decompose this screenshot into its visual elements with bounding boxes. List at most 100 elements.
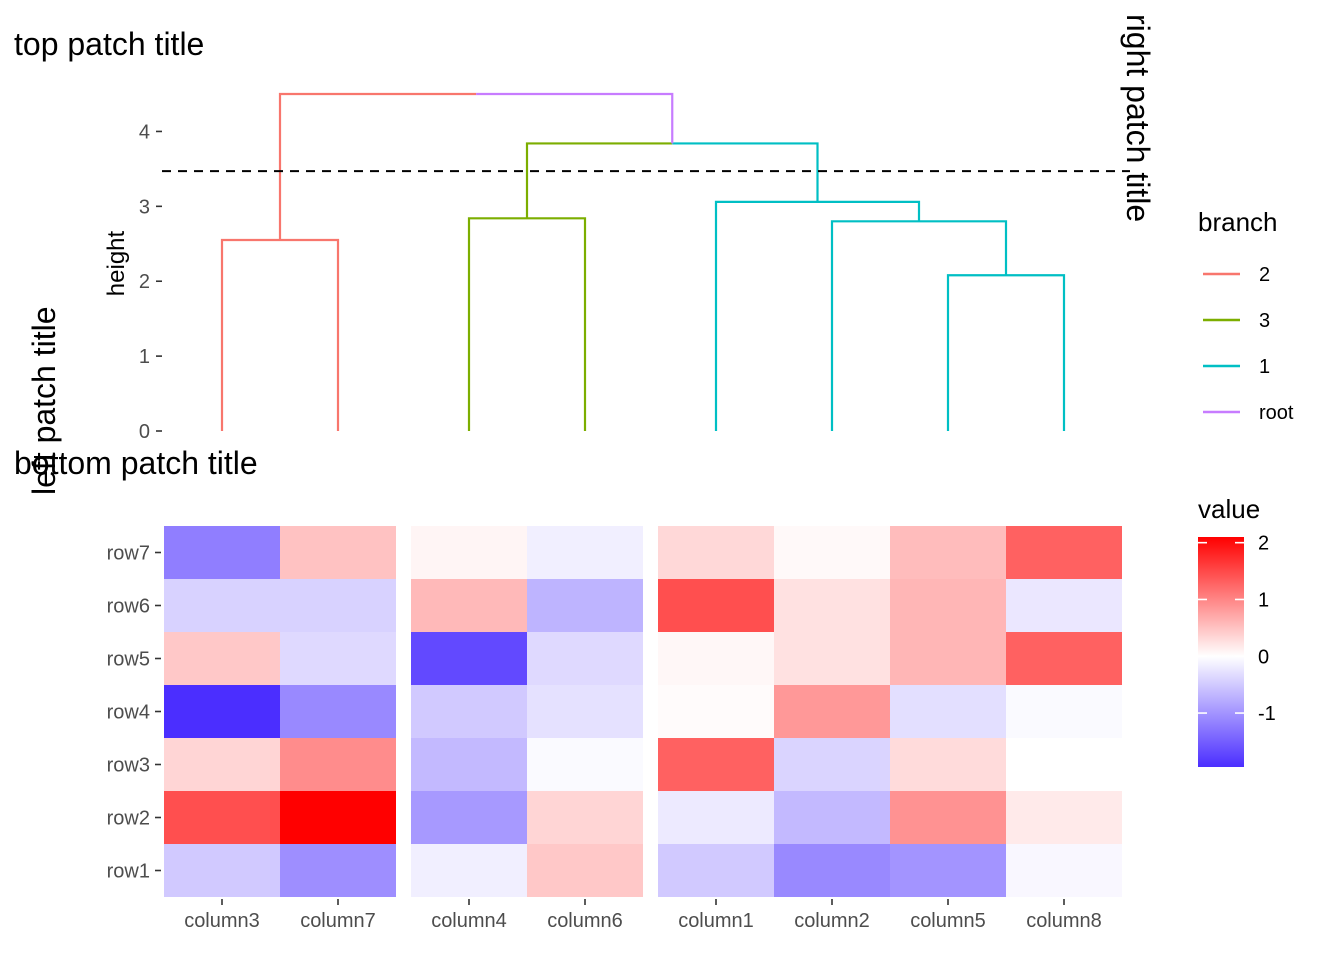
heatmap-cell-row3-column4 (411, 738, 527, 791)
heatmap-cell-row4-column1 (658, 685, 774, 738)
heatmap-cell-row4-column5 (890, 685, 1006, 738)
heatmap-cell-row2-column3 (164, 791, 280, 844)
heatmap-cell-row6-column4 (411, 579, 527, 632)
colorbar-tick-label: 1 (1258, 589, 1269, 611)
legends: branch 2 3 1 root value 2 1 0 -1 (1198, 207, 1294, 767)
heatmap-cell-row4-column2 (774, 685, 890, 738)
heatmap-cell-row7-column2 (774, 526, 890, 579)
row-label: row5 (107, 649, 150, 671)
heatmap-cell-row6-column2 (774, 579, 890, 632)
heatmap-cell-row5-column2 (774, 632, 890, 685)
heatmap-cell-row2-column5 (890, 791, 1006, 844)
right-patch-title: right patch title (1120, 14, 1156, 222)
heatmap-cell-row5-column5 (890, 632, 1006, 685)
heatmap-cell-row6-column1 (658, 579, 774, 632)
heatmap-cell-row3-column1 (658, 738, 774, 791)
dendro-branch-column5 (946, 274, 1006, 431)
row-label: row4 (107, 702, 150, 724)
dendrogram-panel: 0 1 2 3 4 height (103, 92, 1130, 443)
dendro-branch-n5 (672, 142, 819, 202)
heatmap-cell-row7-column7 (280, 526, 396, 579)
heatmap-cell-row2-column2 (774, 791, 890, 844)
row-label: row6 (107, 596, 150, 618)
heatmap-cell-row5-column4 (411, 632, 527, 685)
heatmap-cell-row1-column3 (164, 844, 280, 897)
heatmap-cell-row2-column6 (527, 791, 643, 844)
top-patch-title: top patch title (14, 26, 204, 62)
column-label: column3 (184, 910, 260, 932)
heatmap-cell-row5-column3 (164, 632, 280, 685)
dendro-branch-n1 (919, 220, 1008, 276)
heatmap-cell-row7-column3 (164, 526, 280, 579)
y-tick-label: 4 (139, 121, 150, 143)
heatmap-cell-row1-column7 (280, 844, 396, 897)
heatmap-cell-row7-column5 (890, 526, 1006, 579)
column-label: column2 (794, 910, 870, 932)
dendro-branch-column4 (467, 217, 527, 431)
value-colorbar (1198, 537, 1244, 767)
heatmap-cell-row3-column8 (1006, 738, 1122, 791)
branch-legend-label: 1 (1259, 356, 1270, 378)
heatmap-cell-row1-column5 (890, 844, 1006, 897)
heatmap-cell-row6-column3 (164, 579, 280, 632)
y-tick-label: 3 (139, 196, 150, 218)
heatmap-cell-row1-column2 (774, 844, 890, 897)
row-label: row7 (107, 543, 150, 565)
column-label: column6 (547, 910, 623, 932)
dendro-branch-n3 (817, 200, 921, 222)
branch-legend-label: 3 (1259, 310, 1270, 332)
y-tick-label: 1 (139, 346, 150, 368)
heatmap-cell-row6-column6 (527, 579, 643, 632)
value-legend-title: value (1198, 494, 1260, 524)
heatmap-cell-row2-column1 (658, 791, 774, 844)
row-label: row3 (107, 755, 150, 777)
heatmap-cell-row1-column8 (1006, 844, 1122, 897)
column-label: column4 (431, 910, 507, 932)
heatmap-cell-row7-column4 (411, 526, 527, 579)
y-tick-label: 0 (139, 421, 150, 443)
heatmap-cell-row5-column6 (527, 632, 643, 685)
heatmap-cell-row4-column7 (280, 685, 396, 738)
bottom-patch-title: bottom patch title (14, 445, 258, 481)
column-label: column8 (1026, 910, 1102, 932)
column-label: column5 (910, 910, 986, 932)
heatmap-cell-row5-column8 (1006, 632, 1122, 685)
heatmap-cell-row3-column3 (164, 738, 280, 791)
heatmap-cell-row6-column5 (890, 579, 1006, 632)
y-tick-label: 2 (139, 271, 150, 293)
branch-legend-title: branch (1198, 207, 1278, 237)
heatmap-cell-row5-column7 (280, 632, 396, 685)
dendro-branch-n4 (525, 142, 673, 219)
dendro-branch-column7 (280, 238, 340, 431)
heatmap-cell-row1-column4 (411, 844, 527, 897)
heatmap-cell-row4-column8 (1006, 685, 1122, 738)
row-label: row2 (107, 808, 150, 830)
heatmap-cell-row2-column4 (411, 791, 527, 844)
dendro-branch-n2 (278, 92, 477, 241)
heatmap-cell-row7-column8 (1006, 526, 1122, 579)
dendro-branch-n6 (476, 92, 674, 144)
heatmap-cell-row3-column6 (527, 738, 643, 791)
dendro-branch-column3 (220, 238, 280, 431)
dendro-branch-column8 (1006, 274, 1066, 431)
heatmap-cell-row1-column1 (658, 844, 774, 897)
dendro-branch-column6 (527, 217, 587, 431)
row-label: row1 (107, 861, 150, 883)
heatmap-cell-row2-column8 (1006, 791, 1122, 844)
y-axis-title: height (103, 230, 130, 296)
branch-legend-label: 2 (1259, 264, 1270, 286)
column-label: column7 (300, 910, 376, 932)
heatmap-cell-row2-column7 (280, 791, 396, 844)
heatmap-cell-row4-column6 (527, 685, 643, 738)
heatmap-cell-row1-column6 (527, 844, 643, 897)
heatmap-cell-row7-column1 (658, 526, 774, 579)
colorbar-tick-label: -1 (1258, 703, 1276, 725)
colorbar-tick-label: 2 (1258, 533, 1269, 555)
heatmap-cell-row3-column2 (774, 738, 890, 791)
heatmap-cell-row4-column4 (411, 685, 527, 738)
heatmap-cell-row3-column7 (280, 738, 396, 791)
heatmap-cell-row4-column3 (164, 685, 280, 738)
heatmap-cell-row5-column1 (658, 632, 774, 685)
heatmap-cell-row6-column8 (1006, 579, 1122, 632)
